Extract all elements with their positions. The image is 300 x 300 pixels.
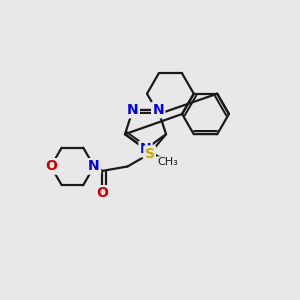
Text: N: N (127, 103, 139, 117)
Text: O: O (97, 186, 108, 200)
Text: N: N (152, 103, 164, 117)
Text: N: N (140, 142, 151, 156)
Text: S: S (145, 147, 155, 161)
Text: CH₃: CH₃ (157, 157, 178, 167)
Text: O: O (45, 159, 57, 173)
Text: N: N (88, 159, 100, 173)
